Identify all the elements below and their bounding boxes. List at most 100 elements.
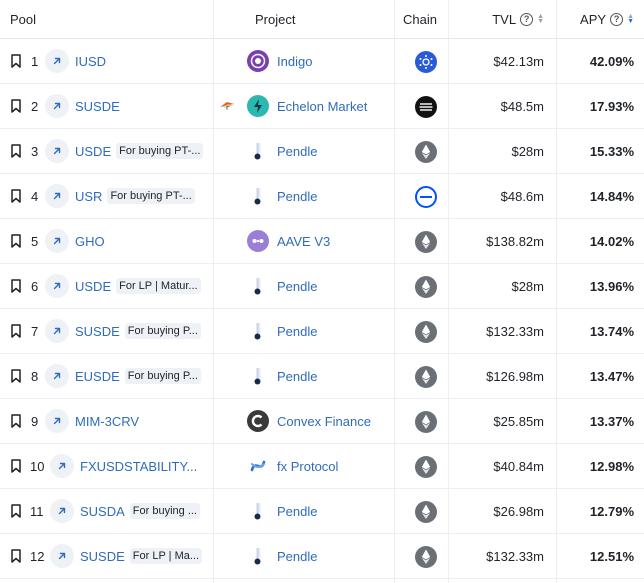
open-pool-arrow-icon[interactable] — [50, 499, 74, 523]
open-pool-arrow-icon[interactable] — [45, 409, 69, 433]
project-link[interactable]: Pendle — [277, 503, 318, 519]
pendle-icon — [247, 275, 269, 297]
project-link[interactable]: Convex Finance — [277, 413, 371, 429]
pool-tag: For LP | Ma... — [129, 548, 203, 564]
help-icon[interactable]: ? — [610, 12, 624, 26]
pool-link[interactable]: GHO — [75, 233, 105, 249]
pool-link[interactable]: SUSDE — [75, 98, 120, 114]
project-link[interactable]: AAVE V3 — [277, 233, 331, 249]
pool-cell: SUSDE For buying P... — [75, 309, 201, 353]
ethereum-icon[interactable] — [415, 456, 437, 478]
project-link[interactable]: Indigo — [277, 53, 313, 69]
pool-link[interactable]: SUSDE — [75, 323, 120, 339]
rank-number: 5 — [31, 233, 39, 249]
pendle-icon — [247, 185, 269, 207]
bookmark-icon[interactable] — [10, 534, 24, 578]
apy-value: 13.74% — [589, 323, 634, 339]
pool-tag: For buying P... — [124, 323, 201, 339]
ethereum-icon[interactable] — [415, 411, 437, 433]
pool-link[interactable]: USDE — [75, 278, 112, 294]
ethereum-icon[interactable] — [415, 141, 437, 163]
bookmark-icon[interactable] — [10, 39, 24, 83]
pool-cell: SUSDE — [75, 84, 120, 128]
project-link[interactable]: Pendle — [277, 188, 318, 204]
pool-tag: For buying PT-... — [116, 143, 204, 159]
ethereum-icon[interactable] — [415, 321, 437, 343]
open-pool-arrow-icon[interactable] — [45, 49, 69, 73]
pool-link[interactable]: SUSDA — [80, 503, 125, 519]
tvl-value: $138.82m — [486, 233, 544, 249]
tvl-value: $132.33m — [486, 548, 544, 564]
cardano-icon[interactable] — [415, 51, 437, 73]
pool-cell: SUSDA For buying ... — [80, 489, 200, 533]
pool-tag: For buying PT-... — [107, 188, 195, 204]
ethereum-icon[interactable] — [415, 366, 437, 388]
bookmark-icon[interactable] — [10, 174, 24, 218]
ethereum-icon[interactable] — [415, 276, 437, 298]
project-link[interactable]: Pendle — [277, 368, 318, 384]
bookmark-icon[interactable] — [10, 399, 24, 443]
rainbow-bird-icon — [219, 99, 235, 111]
bookmark-icon[interactable] — [10, 129, 24, 173]
table-row: 12 SUSDE For LP | Ma... Pendle $132.33m 12.51… — [0, 534, 644, 579]
bookmark-icon[interactable] — [10, 309, 24, 353]
table-row: 4 USR For buying PT-... Pendle $48.6m 14.84% — [0, 174, 644, 219]
tvl-value: $126.98m — [486, 368, 544, 384]
ethereum-icon[interactable] — [415, 231, 437, 253]
table-row: 5 GHO AAVE V3 $138.82m 14.02% — [0, 219, 644, 264]
apy-value: 14.02% — [589, 233, 634, 249]
open-pool-arrow-icon[interactable] — [45, 319, 69, 343]
open-pool-arrow-icon[interactable] — [45, 364, 69, 388]
bookmark-icon[interactable] — [10, 84, 24, 128]
tvl-value: $132.33m — [486, 323, 544, 339]
column-divider — [448, 0, 449, 583]
header-apy[interactable]: APY ? ▲ ▼ — [580, 0, 634, 38]
base-icon[interactable] — [415, 186, 437, 208]
rank-number: 8 — [31, 368, 39, 384]
ethereum-icon[interactable] — [415, 501, 437, 523]
project-link[interactable]: fx Protocol — [277, 458, 339, 474]
header-tvl[interactable]: TVL ? ▲ ▼ — [492, 0, 544, 38]
pool-link[interactable]: EUSDE — [75, 368, 120, 384]
tvl-value: $28m — [511, 143, 544, 159]
open-pool-arrow-icon[interactable] — [45, 94, 69, 118]
open-pool-arrow-icon[interactable] — [45, 274, 69, 298]
bookmark-icon[interactable] — [10, 489, 24, 533]
ethereum-icon[interactable] — [415, 546, 437, 568]
project-link[interactable]: Pendle — [277, 278, 318, 294]
pool-link[interactable]: MIM-3CRV — [75, 413, 140, 429]
pool-link[interactable]: FXUSDSTABILITY... — [80, 458, 198, 474]
bookmark-icon[interactable] — [10, 264, 24, 308]
open-pool-arrow-icon[interactable] — [45, 139, 69, 163]
open-pool-arrow-icon[interactable] — [45, 184, 69, 208]
pool-link[interactable]: USR — [75, 188, 103, 204]
rank-number: 11 — [30, 503, 44, 519]
open-pool-arrow-icon[interactable] — [50, 454, 74, 478]
pool-link[interactable]: USDE — [75, 143, 112, 159]
pool-cell: USDE For LP | Matur... — [75, 264, 201, 308]
bookmark-icon[interactable] — [10, 219, 24, 263]
project-link[interactable]: Pendle — [277, 548, 318, 564]
bookmark-icon[interactable] — [10, 444, 24, 488]
help-icon[interactable]: ? — [520, 12, 534, 26]
rank-number: 12 — [30, 548, 45, 564]
indigo-icon — [247, 50, 269, 72]
pool-link[interactable]: IUSD — [75, 53, 107, 69]
project-link[interactable]: Pendle — [277, 143, 318, 159]
sort-icon[interactable]: ▲ ▼ — [627, 13, 634, 25]
open-pool-arrow-icon[interactable] — [50, 544, 74, 568]
open-pool-arrow-icon[interactable] — [45, 229, 69, 253]
sort-icon[interactable]: ▲ ▼ — [537, 13, 544, 25]
pool-tag: For buying ... — [129, 503, 200, 519]
project-link[interactable]: Echelon Market — [277, 98, 368, 114]
tvl-value: $26.98m — [493, 503, 544, 519]
table-row: 2 SUSDE Echelon Market $48.5m 17.93% — [0, 84, 644, 129]
project-link[interactable]: Pendle — [277, 323, 318, 339]
aptos-icon[interactable] — [415, 96, 437, 118]
table-row: 1 IUSD Indigo $42.13m 42.09% — [0, 39, 644, 84]
bookmark-icon[interactable] — [10, 354, 24, 398]
rank-number: 7 — [31, 323, 39, 339]
pool-link[interactable]: SUSDE — [80, 548, 125, 564]
table-row: 8 EUSDE For buying P... Pendle $126.98m 13.47… — [0, 354, 644, 399]
pool-tag: For LP | Matur... — [116, 278, 201, 294]
